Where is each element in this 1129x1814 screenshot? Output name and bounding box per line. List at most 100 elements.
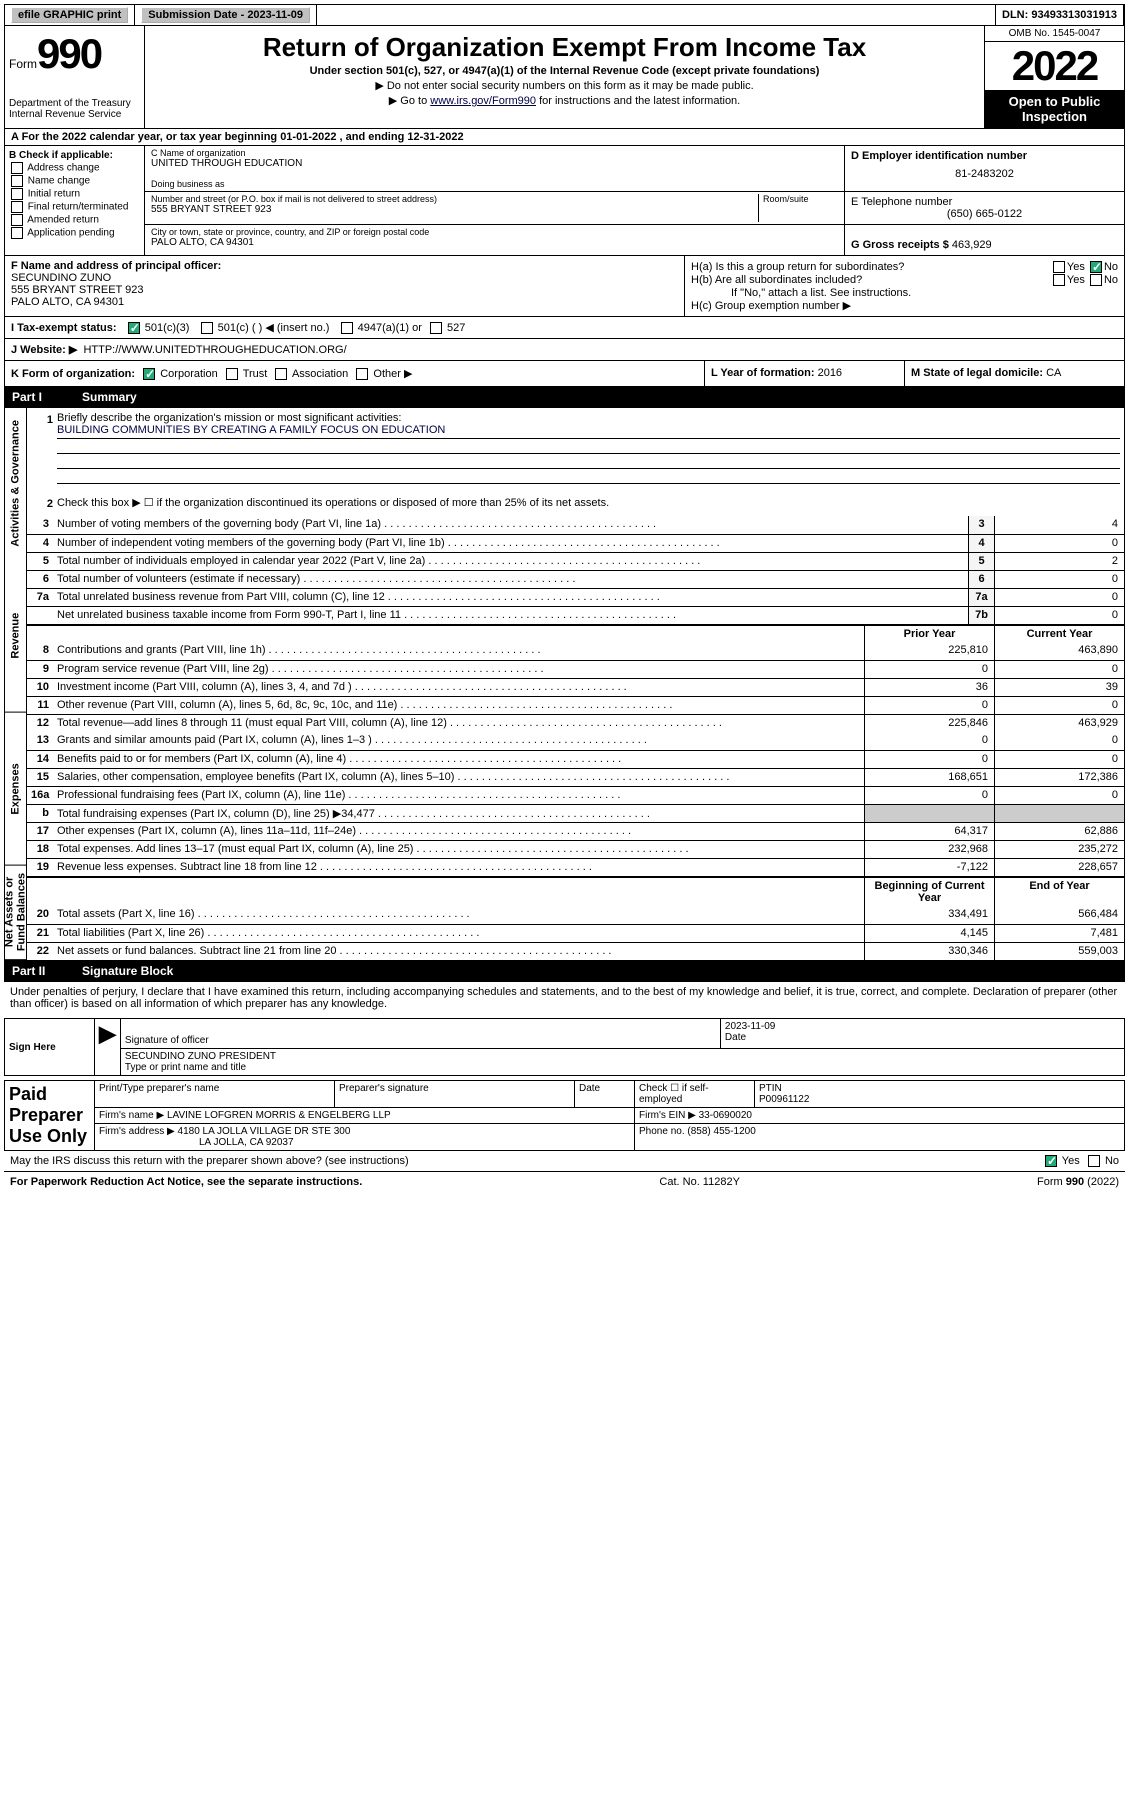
efile-btn[interactable]: efile GRAPHIC print xyxy=(11,7,128,23)
b-header: B Check if applicable: xyxy=(9,150,140,161)
room-label: Room/suite xyxy=(763,194,838,204)
vtab-net-assets: Net Assets orFund Balances xyxy=(5,865,26,960)
f-label: F Name and address of principal officer: xyxy=(11,260,678,272)
summary-line: 17Other expenses (Part IX, column (A), l… xyxy=(27,822,1124,840)
c-name-label: C Name of organization xyxy=(151,148,838,158)
summary-line: 16aProfessional fundraising fees (Part I… xyxy=(27,786,1124,804)
arrow-icon: ▶ xyxy=(99,1021,116,1046)
city-label: City or town, state or province, country… xyxy=(151,227,838,237)
summary-line: 15Salaries, other compensation, employee… xyxy=(27,768,1124,786)
telephone: (650) 665-0122 xyxy=(851,208,1118,220)
self-employed: Check ☐ if self-employed xyxy=(635,1081,755,1108)
hb-note: If "No," attach a list. See instructions… xyxy=(691,287,1118,299)
cb-address-change[interactable]: Address change xyxy=(9,162,140,174)
firm-name-label: Firm's name ▶ xyxy=(99,1110,164,1121)
vtab-activities: Activities & Governance xyxy=(5,408,26,560)
phone: (858) 455-1200 xyxy=(687,1126,755,1137)
year-formation: 2016 xyxy=(818,367,842,379)
phone-label: Phone no. xyxy=(639,1126,685,1137)
row-j-website: J Website: ▶ HTTP://WWW.UNITEDTHROUGHEDU… xyxy=(4,339,1125,361)
dept-treasury: Department of the Treasury xyxy=(9,98,140,109)
firm-ein: 33-0690020 xyxy=(699,1110,752,1121)
paid-preparer-table: Paid Preparer Use Only Print/Type prepar… xyxy=(4,1080,1125,1151)
prep-name-label: Print/Type preparer's name xyxy=(95,1081,335,1108)
street-address: 555 BRYANT STREET 923 xyxy=(151,204,758,215)
irs: Internal Revenue Service xyxy=(9,109,140,120)
summary-line: bTotal fundraising expenses (Part IX, co… xyxy=(27,804,1124,822)
summary-line: 8Contributions and grants (Part VIII, li… xyxy=(27,642,1124,660)
tax-year: 2022 xyxy=(985,42,1124,90)
header-bar: efile GRAPHIC print Submission Date - 20… xyxy=(4,4,1125,26)
summary-line: 9Program service revenue (Part VIII, lin… xyxy=(27,660,1124,678)
dln: DLN: 93493313031913 xyxy=(996,5,1124,25)
firm-ein-label: Firm's EIN ▶ xyxy=(639,1110,696,1121)
sig-date-value: 2023-11-09 xyxy=(725,1021,1120,1032)
officer-printed-name: SECUNDINO ZUNO PRESIDENT xyxy=(125,1051,1120,1062)
paid-preparer-label: Paid Preparer Use Only xyxy=(5,1081,95,1151)
signature-declaration: Under penalties of perjury, I declare th… xyxy=(4,981,1125,1014)
g-gross-label: G Gross receipts $ 463,929 xyxy=(851,239,1118,251)
ha-label: H(a) Is this a group return for subordin… xyxy=(691,261,904,273)
vtab-revenue: Revenue xyxy=(5,560,26,713)
summary-line: 12Total revenue—add lines 8 through 11 (… xyxy=(27,714,1124,732)
officer-addr2: PALO ALTO, CA 94301 xyxy=(11,296,678,308)
cb-amended-return[interactable]: Amended return xyxy=(9,214,140,226)
city-state-zip: PALO ALTO, CA 94301 xyxy=(151,237,838,248)
dba-label: Doing business as xyxy=(151,179,838,189)
summary-line: 11Other revenue (Part VIII, column (A), … xyxy=(27,696,1124,714)
summary-line: 22Net assets or fund balances. Subtract … xyxy=(27,942,1124,960)
begin-year-header: Beginning of Current Year xyxy=(864,878,994,906)
firm-addr1: 4180 LA JOLLA VILLAGE DR STE 300 xyxy=(178,1126,351,1137)
current-year-header: Current Year xyxy=(994,626,1124,642)
l1-label: Briefly describe the organization's miss… xyxy=(57,412,1120,424)
discuss-yes[interactable] xyxy=(1045,1155,1057,1167)
summary-line: 7aTotal unrelated business revenue from … xyxy=(27,588,1124,606)
summary-line: 5Total number of individuals employed in… xyxy=(27,552,1124,570)
discuss-row: May the IRS discuss this return with the… xyxy=(4,1151,1125,1171)
hc-label: H(c) Group exemption number ▶ xyxy=(691,299,1118,312)
org-name: UNITED THROUGH EDUCATION xyxy=(151,158,838,169)
row-i-tax-status: I Tax-exempt status: 501(c)(3) 501(c) ( … xyxy=(4,317,1125,339)
vtab-expenses: Expenses xyxy=(5,713,26,866)
officer-name: SECUNDINO ZUNO xyxy=(11,272,678,284)
part-i-summary: Activities & Governance Revenue Expenses… xyxy=(4,407,1125,961)
summary-line: 10Investment income (Part VIII, column (… xyxy=(27,678,1124,696)
submission-date: Submission Date - 2023-11-09 xyxy=(135,5,317,25)
summary-line: 3Number of voting members of the governi… xyxy=(27,516,1124,534)
note-link: ▶ Go to www.irs.gov/Form990 for instruct… xyxy=(155,94,974,107)
form-subtitle: Under section 501(c), 527, or 4947(a)(1)… xyxy=(155,65,974,77)
summary-line: 18Total expenses. Add lines 13–17 (must … xyxy=(27,840,1124,858)
footer: For Paperwork Reduction Act Notice, see … xyxy=(4,1171,1125,1192)
row-k-l-m: K Form of organization: Corporation Trus… xyxy=(4,361,1125,387)
firm-name: LAVINE LOFGREN MORRIS & ENGELBERG LLP xyxy=(167,1110,391,1121)
cb-501c3[interactable] xyxy=(128,322,140,334)
summary-line: 6Total number of volunteers (estimate if… xyxy=(27,570,1124,588)
sign-here-table: Sign Here ▶ Signature of officer 2023-11… xyxy=(4,1018,1125,1076)
form-number: Form990 xyxy=(9,30,140,78)
cb-corporation[interactable] xyxy=(143,368,155,380)
form-header: Form990 Department of the Treasury Inter… xyxy=(4,26,1125,129)
cb-initial-return[interactable]: Initial return xyxy=(9,188,140,200)
section-b-to-g: B Check if applicable: Address change Na… xyxy=(4,146,1125,256)
type-name-label: Type or print name and title xyxy=(125,1062,1120,1073)
ha-no-checked[interactable] xyxy=(1090,261,1102,273)
summary-line: 4Number of independent voting members of… xyxy=(27,534,1124,552)
hb-label: H(b) Are all subordinates included? xyxy=(691,274,862,286)
cb-final-return[interactable]: Final return/terminated xyxy=(9,201,140,213)
mission-text: BUILDING COMMUNITIES BY CREATING A FAMIL… xyxy=(57,424,1120,439)
sign-here-label: Sign Here xyxy=(5,1019,95,1076)
cb-name-change[interactable]: Name change xyxy=(9,175,140,187)
l2-label: Check this box ▶ ☐ if the organization d… xyxy=(57,496,1120,512)
irs-link[interactable]: www.irs.gov/Form990 xyxy=(430,95,536,107)
website-url: HTTP://WWW.UNITEDTHROUGHEDUCATION.ORG/ xyxy=(83,344,346,356)
paperwork-notice: For Paperwork Reduction Act Notice, see … xyxy=(10,1176,362,1188)
form-title: Return of Organization Exempt From Incom… xyxy=(155,32,974,63)
part-ii-header: Part IISignature Block xyxy=(4,961,1125,981)
ptin-label: PTIN xyxy=(759,1083,782,1094)
open-public: Open to Public Inspection xyxy=(985,90,1124,128)
firm-addr-label: Firm's address ▶ xyxy=(99,1126,175,1137)
d-ein-label: D Employer identification number xyxy=(851,150,1118,162)
ptin: P00961122 xyxy=(759,1094,809,1105)
e-tel-label: E Telephone number xyxy=(851,196,1118,208)
cb-application-pending[interactable]: Application pending xyxy=(9,227,140,239)
